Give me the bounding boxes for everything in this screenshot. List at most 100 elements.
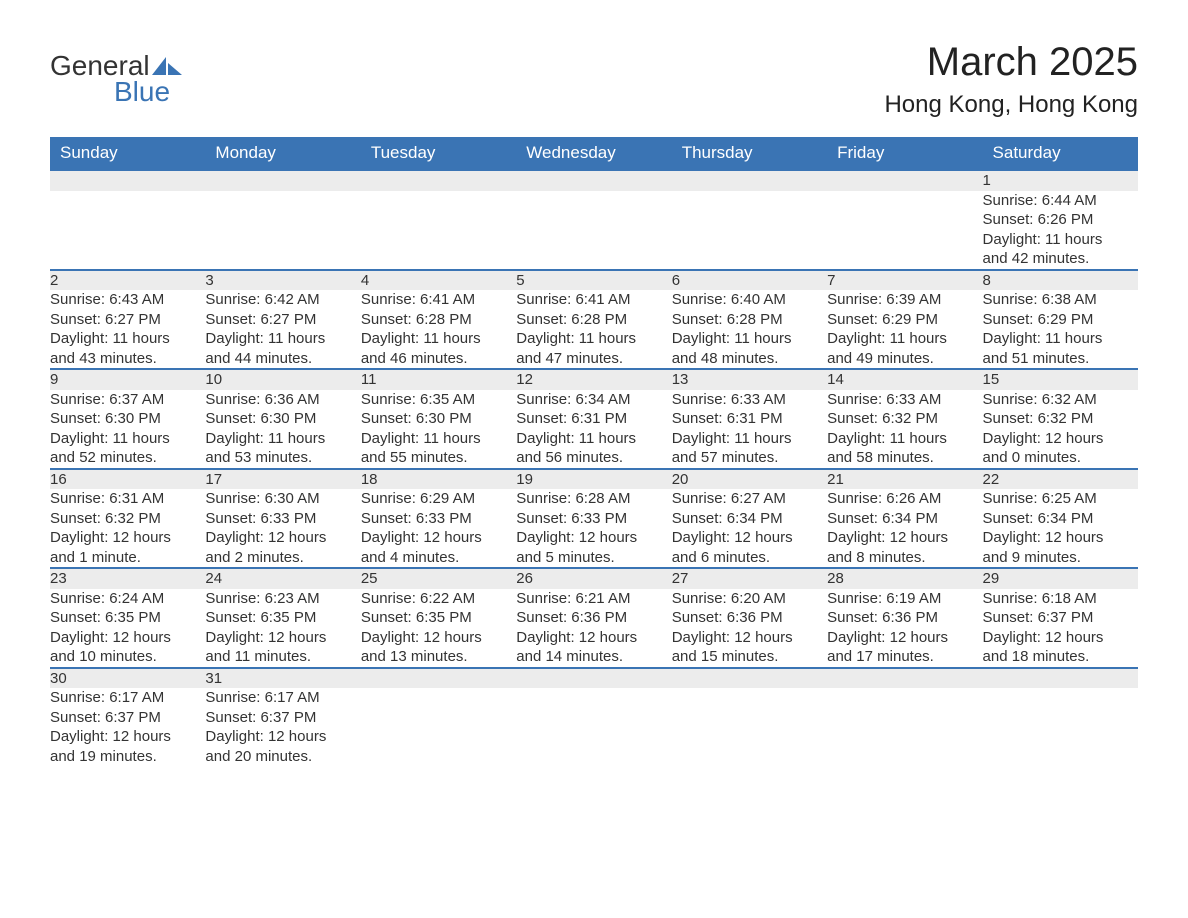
day-number-cell bbox=[361, 170, 516, 191]
sunset-text: Sunset: 6:36 PM bbox=[827, 608, 982, 628]
d1-text: Daylight: 12 hours bbox=[50, 528, 205, 548]
d1-text: Daylight: 12 hours bbox=[516, 528, 671, 548]
sunrise-text: Sunrise: 6:41 AM bbox=[516, 290, 671, 310]
day-number-cell: 24 bbox=[205, 568, 360, 589]
day-number-cell bbox=[827, 668, 982, 689]
sunrise-text: Sunrise: 6:43 AM bbox=[50, 290, 205, 310]
d1-text: Daylight: 11 hours bbox=[672, 429, 827, 449]
sunset-text: Sunset: 6:34 PM bbox=[672, 509, 827, 529]
col-sunday: Sunday bbox=[50, 137, 205, 170]
d1-text: Daylight: 11 hours bbox=[205, 329, 360, 349]
col-thursday: Thursday bbox=[672, 137, 827, 170]
day-detail-cell bbox=[205, 191, 360, 270]
detail-row: Sunrise: 6:24 AMSunset: 6:35 PMDaylight:… bbox=[50, 589, 1138, 668]
sunset-text: Sunset: 6:29 PM bbox=[827, 310, 982, 330]
day-number-cell: 14 bbox=[827, 369, 982, 390]
d2-text: and 4 minutes. bbox=[361, 548, 516, 568]
day-number-cell: 20 bbox=[672, 469, 827, 490]
sunset-text: Sunset: 6:31 PM bbox=[672, 409, 827, 429]
day-detail-cell bbox=[50, 191, 205, 270]
d2-text: and 18 minutes. bbox=[983, 647, 1138, 667]
d1-text: Daylight: 12 hours bbox=[50, 727, 205, 747]
d2-text: and 9 minutes. bbox=[983, 548, 1138, 568]
sunset-text: Sunset: 6:37 PM bbox=[205, 708, 360, 728]
day-number-cell: 10 bbox=[205, 369, 360, 390]
day-detail-cell: Sunrise: 6:24 AMSunset: 6:35 PMDaylight:… bbox=[50, 589, 205, 668]
sunset-text: Sunset: 6:28 PM bbox=[516, 310, 671, 330]
d1-text: Daylight: 11 hours bbox=[983, 230, 1138, 250]
sunset-text: Sunset: 6:35 PM bbox=[50, 608, 205, 628]
day-number-cell: 2 bbox=[50, 270, 205, 291]
day-number-cell: 29 bbox=[983, 568, 1138, 589]
d1-text: Daylight: 12 hours bbox=[205, 528, 360, 548]
sunset-text: Sunset: 6:32 PM bbox=[827, 409, 982, 429]
d2-text: and 17 minutes. bbox=[827, 647, 982, 667]
weekday-header-row: Sunday Monday Tuesday Wednesday Thursday… bbox=[50, 137, 1138, 170]
day-detail-cell: Sunrise: 6:17 AMSunset: 6:37 PMDaylight:… bbox=[50, 688, 205, 766]
sunset-text: Sunset: 6:26 PM bbox=[983, 210, 1138, 230]
d1-text: Daylight: 11 hours bbox=[50, 329, 205, 349]
d1-text: Daylight: 12 hours bbox=[361, 628, 516, 648]
day-number-cell bbox=[827, 170, 982, 191]
day-number-cell: 16 bbox=[50, 469, 205, 490]
detail-row: Sunrise: 6:17 AMSunset: 6:37 PMDaylight:… bbox=[50, 688, 1138, 766]
day-detail-cell: Sunrise: 6:33 AMSunset: 6:31 PMDaylight:… bbox=[672, 390, 827, 469]
location-label: Hong Kong, Hong Kong bbox=[884, 91, 1138, 119]
day-detail-cell: Sunrise: 6:32 AMSunset: 6:32 PMDaylight:… bbox=[983, 390, 1138, 469]
month-title: March 2025 bbox=[884, 40, 1138, 85]
sunset-text: Sunset: 6:37 PM bbox=[983, 608, 1138, 628]
detail-row: Sunrise: 6:43 AMSunset: 6:27 PMDaylight:… bbox=[50, 290, 1138, 369]
d1-text: Daylight: 12 hours bbox=[672, 528, 827, 548]
day-number-cell: 17 bbox=[205, 469, 360, 490]
d2-text: and 57 minutes. bbox=[672, 448, 827, 468]
sunset-text: Sunset: 6:33 PM bbox=[205, 509, 360, 529]
day-detail-cell bbox=[516, 688, 671, 766]
day-number-cell: 30 bbox=[50, 668, 205, 689]
day-detail-cell bbox=[672, 191, 827, 270]
day-detail-cell: Sunrise: 6:33 AMSunset: 6:32 PMDaylight:… bbox=[827, 390, 982, 469]
sunset-text: Sunset: 6:28 PM bbox=[672, 310, 827, 330]
sunrise-text: Sunrise: 6:39 AM bbox=[827, 290, 982, 310]
sunset-text: Sunset: 6:31 PM bbox=[516, 409, 671, 429]
sunset-text: Sunset: 6:35 PM bbox=[361, 608, 516, 628]
day-detail-cell: Sunrise: 6:43 AMSunset: 6:27 PMDaylight:… bbox=[50, 290, 205, 369]
sunset-text: Sunset: 6:33 PM bbox=[516, 509, 671, 529]
daynum-row: 2345678 bbox=[50, 270, 1138, 291]
d2-text: and 48 minutes. bbox=[672, 349, 827, 369]
sunrise-text: Sunrise: 6:17 AM bbox=[205, 688, 360, 708]
d2-text: and 1 minute. bbox=[50, 548, 205, 568]
day-detail-cell: Sunrise: 6:20 AMSunset: 6:36 PMDaylight:… bbox=[672, 589, 827, 668]
day-detail-cell: Sunrise: 6:40 AMSunset: 6:28 PMDaylight:… bbox=[672, 290, 827, 369]
sunrise-text: Sunrise: 6:20 AM bbox=[672, 589, 827, 609]
day-detail-cell: Sunrise: 6:37 AMSunset: 6:30 PMDaylight:… bbox=[50, 390, 205, 469]
day-detail-cell: Sunrise: 6:21 AMSunset: 6:36 PMDaylight:… bbox=[516, 589, 671, 668]
sunrise-text: Sunrise: 6:42 AM bbox=[205, 290, 360, 310]
day-detail-cell: Sunrise: 6:19 AMSunset: 6:36 PMDaylight:… bbox=[827, 589, 982, 668]
col-tuesday: Tuesday bbox=[361, 137, 516, 170]
day-number-cell: 9 bbox=[50, 369, 205, 390]
d2-text: and 56 minutes. bbox=[516, 448, 671, 468]
daynum-row: 23242526272829 bbox=[50, 568, 1138, 589]
d1-text: Daylight: 11 hours bbox=[361, 429, 516, 449]
d2-text: and 55 minutes. bbox=[361, 448, 516, 468]
sunset-text: Sunset: 6:34 PM bbox=[983, 509, 1138, 529]
day-number-cell: 7 bbox=[827, 270, 982, 291]
day-number-cell: 8 bbox=[983, 270, 1138, 291]
d2-text: and 8 minutes. bbox=[827, 548, 982, 568]
sunrise-text: Sunrise: 6:21 AM bbox=[516, 589, 671, 609]
day-detail-cell: Sunrise: 6:38 AMSunset: 6:29 PMDaylight:… bbox=[983, 290, 1138, 369]
d2-text: and 20 minutes. bbox=[205, 747, 360, 767]
sunrise-text: Sunrise: 6:24 AM bbox=[50, 589, 205, 609]
sunrise-text: Sunrise: 6:44 AM bbox=[983, 191, 1138, 211]
daynum-row: 3031 bbox=[50, 668, 1138, 689]
day-detail-cell: Sunrise: 6:23 AMSunset: 6:35 PMDaylight:… bbox=[205, 589, 360, 668]
d1-text: Daylight: 11 hours bbox=[361, 329, 516, 349]
detail-row: Sunrise: 6:37 AMSunset: 6:30 PMDaylight:… bbox=[50, 390, 1138, 469]
d2-text: and 2 minutes. bbox=[205, 548, 360, 568]
daynum-row: 9101112131415 bbox=[50, 369, 1138, 390]
day-detail-cell: Sunrise: 6:31 AMSunset: 6:32 PMDaylight:… bbox=[50, 489, 205, 568]
day-number-cell bbox=[361, 668, 516, 689]
col-monday: Monday bbox=[205, 137, 360, 170]
sunrise-text: Sunrise: 6:26 AM bbox=[827, 489, 982, 509]
day-detail-cell bbox=[827, 688, 982, 766]
